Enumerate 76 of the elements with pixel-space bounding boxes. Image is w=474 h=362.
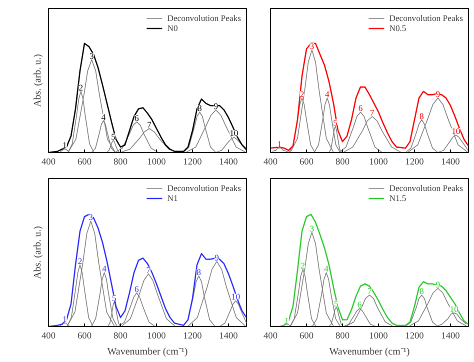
- annotation: 10: [452, 126, 460, 136]
- legend-label: N0: [167, 23, 179, 33]
- legend-label: Deconvolution Peaks: [389, 183, 463, 193]
- annotation: 3: [310, 40, 314, 51]
- x-tick-label: 1200: [183, 332, 202, 342]
- annotation: 6: [134, 112, 140, 123]
- legend-label: N0.5: [389, 23, 408, 33]
- annotation: 6: [357, 300, 362, 310]
- x-tick-label: 800: [114, 332, 128, 342]
- annotation: 3: [88, 212, 93, 222]
- annotation: 8: [198, 103, 202, 114]
- x-tick-label: 1000: [369, 158, 388, 168]
- annotation: 1: [277, 139, 282, 150]
- x-tick-label: 400: [42, 332, 56, 342]
- x-tick-label: 400: [42, 158, 56, 168]
- annotation: 2: [78, 256, 82, 266]
- legend-label: Deconvolution Peaks: [167, 183, 241, 193]
- annotation: 9: [436, 88, 440, 99]
- annotation: 9: [436, 279, 440, 290]
- annotation: 7: [146, 264, 152, 275]
- x-tick-label: 1000: [369, 332, 388, 342]
- y-axis-title: Abs. (arb. u.): [32, 226, 44, 280]
- x-tick-label: 800: [336, 332, 350, 342]
- annotation: 4: [102, 264, 108, 274]
- x-tick-label: 1200: [405, 158, 424, 168]
- x-tick-label: 800: [336, 158, 350, 168]
- x-tick-label: 1400: [441, 332, 460, 342]
- annotation: 1: [62, 314, 67, 324]
- x-tick-label: 600: [78, 332, 92, 342]
- annotation: 8: [196, 267, 201, 278]
- annotation: 2: [78, 82, 84, 92]
- annotation: 5: [333, 117, 338, 128]
- legend-label: Deconvolution Peaks: [167, 13, 241, 23]
- x-axis-title: Wavenumber (cm⁻¹): [329, 346, 410, 358]
- annotation: 2: [300, 260, 306, 270]
- x-tick-label: 1400: [441, 158, 460, 168]
- x-tick-label: 1000: [147, 158, 166, 168]
- annotation: 7: [370, 108, 376, 118]
- annotation: 1: [62, 140, 67, 150]
- x-tick-label: 1200: [183, 158, 202, 168]
- legend-label: N1: [167, 193, 179, 203]
- annotation: 6: [134, 284, 140, 294]
- x-tick-label: 1000: [147, 332, 166, 342]
- x-tick-label: 400: [264, 332, 278, 342]
- x-tick-label: 400: [264, 158, 278, 168]
- x-tick-label: 600: [300, 332, 314, 342]
- annotation: 9: [214, 252, 219, 262]
- annotation: 5: [334, 298, 338, 308]
- x-tick-label: 1200: [405, 332, 424, 342]
- annotation: 5: [112, 292, 116, 303]
- annotation: 4: [325, 88, 330, 99]
- annotation: 9: [214, 100, 218, 111]
- annotation: 8: [420, 110, 424, 121]
- annotation: 10: [230, 128, 238, 138]
- annotation: 10: [231, 292, 240, 302]
- annotation: 1: [284, 315, 289, 326]
- x-tick-label: 1400: [219, 158, 238, 168]
- x-axis-title: Wavenumber (cm⁻¹): [107, 346, 188, 358]
- annotation: 4: [101, 112, 106, 122]
- y-axis-title: Abs. (arb. u.): [32, 54, 44, 108]
- annotation: 3: [310, 223, 314, 234]
- annotation: 3: [90, 50, 94, 61]
- annotation: 7: [367, 286, 372, 296]
- x-tick-label: 600: [300, 158, 314, 168]
- legend-label: Deconvolution Peaks: [389, 13, 463, 23]
- x-tick-label: 800: [114, 158, 128, 168]
- annotation: 6: [358, 103, 364, 114]
- annotation: 2: [300, 88, 304, 99]
- x-tick-label: 600: [78, 158, 92, 168]
- annotation: 8: [420, 286, 424, 296]
- legend-label: N1.5: [389, 193, 408, 203]
- annotation: 5: [111, 132, 116, 142]
- annotation: 10: [450, 304, 458, 314]
- annotation: 7: [147, 120, 152, 130]
- annotation: 4: [324, 264, 330, 274]
- x-tick-label: 1400: [219, 332, 238, 342]
